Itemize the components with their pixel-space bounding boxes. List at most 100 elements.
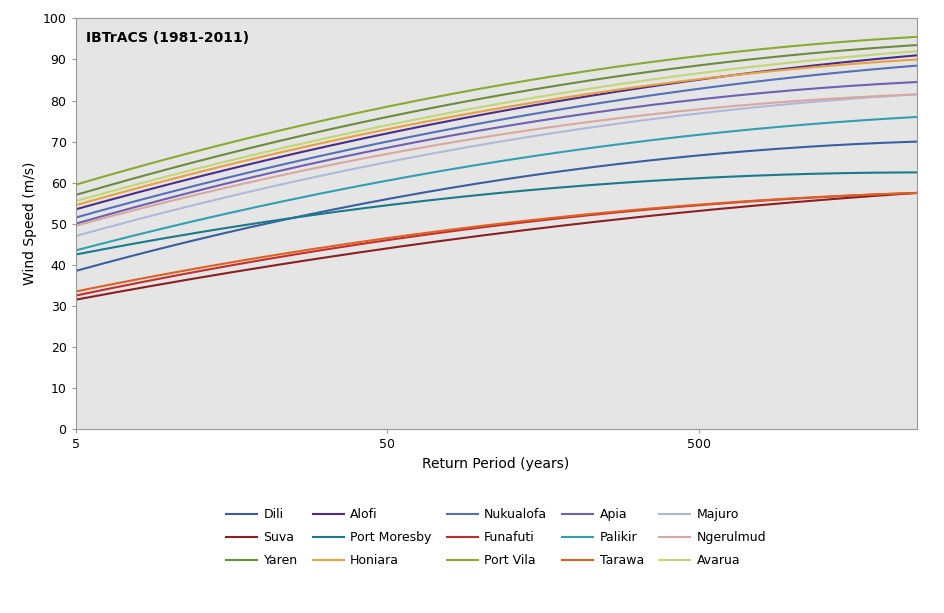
Tarawa (525, 216, 536, 224)
Line: Port Moresby: Port Moresby (76, 172, 916, 254)
Majuro (910, 91, 921, 98)
Majuro (890, 92, 902, 99)
Honiara (758, 68, 769, 75)
Avarua (70, 197, 81, 205)
Funafuti (890, 190, 902, 197)
Ngerulmud (525, 126, 536, 134)
Line: Suva: Suva (76, 193, 916, 300)
Line: Avarua: Avarua (76, 51, 916, 201)
Line: Funafuti: Funafuti (76, 193, 916, 295)
Funafuti (570, 213, 582, 220)
Palikir (890, 115, 902, 122)
Line: Port Vila: Port Vila (76, 37, 916, 185)
X-axis label: Return Period (years): Return Period (years) (422, 457, 569, 471)
Apia (758, 89, 769, 96)
Alofi (525, 102, 536, 110)
Majuro (469, 142, 480, 150)
Palikir (910, 113, 921, 121)
Suva (758, 201, 769, 208)
Alofi (910, 51, 921, 59)
Yaren (570, 79, 582, 86)
Port Vila (70, 181, 81, 188)
Majuro (474, 142, 485, 149)
Line: Tarawa: Tarawa (76, 193, 916, 292)
Port Moresby (890, 169, 902, 176)
Ngerulmud (758, 100, 769, 107)
Port Vila (890, 34, 902, 42)
Tarawa (570, 211, 582, 219)
Yaren (474, 95, 485, 102)
Funafuti (70, 292, 81, 299)
Tarawa (910, 189, 921, 197)
Avarua (758, 62, 769, 69)
Avarua (525, 94, 536, 102)
Tarawa (758, 196, 769, 204)
Apia (525, 118, 536, 126)
Yaren (70, 191, 81, 199)
Ngerulmud (910, 91, 921, 98)
Avarua (469, 104, 480, 112)
Apia (890, 80, 902, 87)
Dili (910, 138, 921, 145)
Funafuti (525, 218, 536, 225)
Alofi (70, 206, 81, 213)
Palikir (474, 161, 485, 168)
Dili (570, 166, 582, 173)
Port Moresby (910, 169, 921, 176)
Port Vila (525, 76, 536, 83)
Dili (890, 139, 902, 146)
Alofi (469, 112, 480, 120)
Line: Palikir: Palikir (76, 117, 916, 251)
Nukualofa (758, 77, 769, 84)
Port Moresby (469, 192, 480, 199)
Avarua (890, 49, 902, 56)
Honiara (70, 202, 81, 209)
Line: Honiara: Honiara (76, 59, 916, 205)
Line: Yaren: Yaren (76, 45, 916, 195)
Funafuti (474, 224, 485, 231)
Line: Apia: Apia (76, 82, 916, 224)
Alofi (758, 67, 769, 75)
Honiara (910, 56, 921, 63)
Ngerulmud (570, 120, 582, 128)
Suva (474, 232, 485, 240)
Yaren (525, 86, 536, 94)
Palikir (758, 124, 769, 132)
Yaren (758, 54, 769, 61)
Palikir (70, 247, 81, 254)
Funafuti (758, 197, 769, 204)
Apia (474, 127, 485, 134)
Port Moresby (525, 186, 536, 194)
Apia (910, 78, 921, 86)
Port Moresby (758, 172, 769, 179)
Port Vila (570, 69, 582, 77)
Line: Alofi: Alofi (76, 55, 916, 210)
Dili (525, 172, 536, 179)
Funafuti (469, 224, 480, 232)
Honiara (474, 108, 485, 115)
Honiara (469, 109, 480, 116)
Honiara (890, 57, 902, 64)
Line: Ngerulmud: Ngerulmud (76, 94, 916, 226)
Yaren (910, 42, 921, 49)
Tarawa (469, 223, 480, 230)
Apia (70, 220, 81, 227)
Dili (469, 180, 480, 188)
Tarawa (890, 190, 902, 197)
Majuro (525, 133, 536, 140)
Y-axis label: Wind Speed (m/s): Wind Speed (m/s) (23, 162, 37, 286)
Tarawa (70, 288, 81, 295)
Alofi (474, 112, 485, 119)
Palikir (570, 147, 582, 154)
Nukualofa (70, 214, 81, 221)
Suva (525, 226, 536, 233)
Honiara (570, 92, 582, 99)
Ngerulmud (70, 222, 81, 229)
Line: Dili: Dili (76, 142, 916, 271)
Palikir (469, 162, 480, 169)
Dili (70, 267, 81, 275)
Honiara (525, 99, 536, 107)
Suva (469, 233, 480, 240)
Port Vila (758, 45, 769, 53)
Line: Majuro: Majuro (76, 94, 916, 236)
